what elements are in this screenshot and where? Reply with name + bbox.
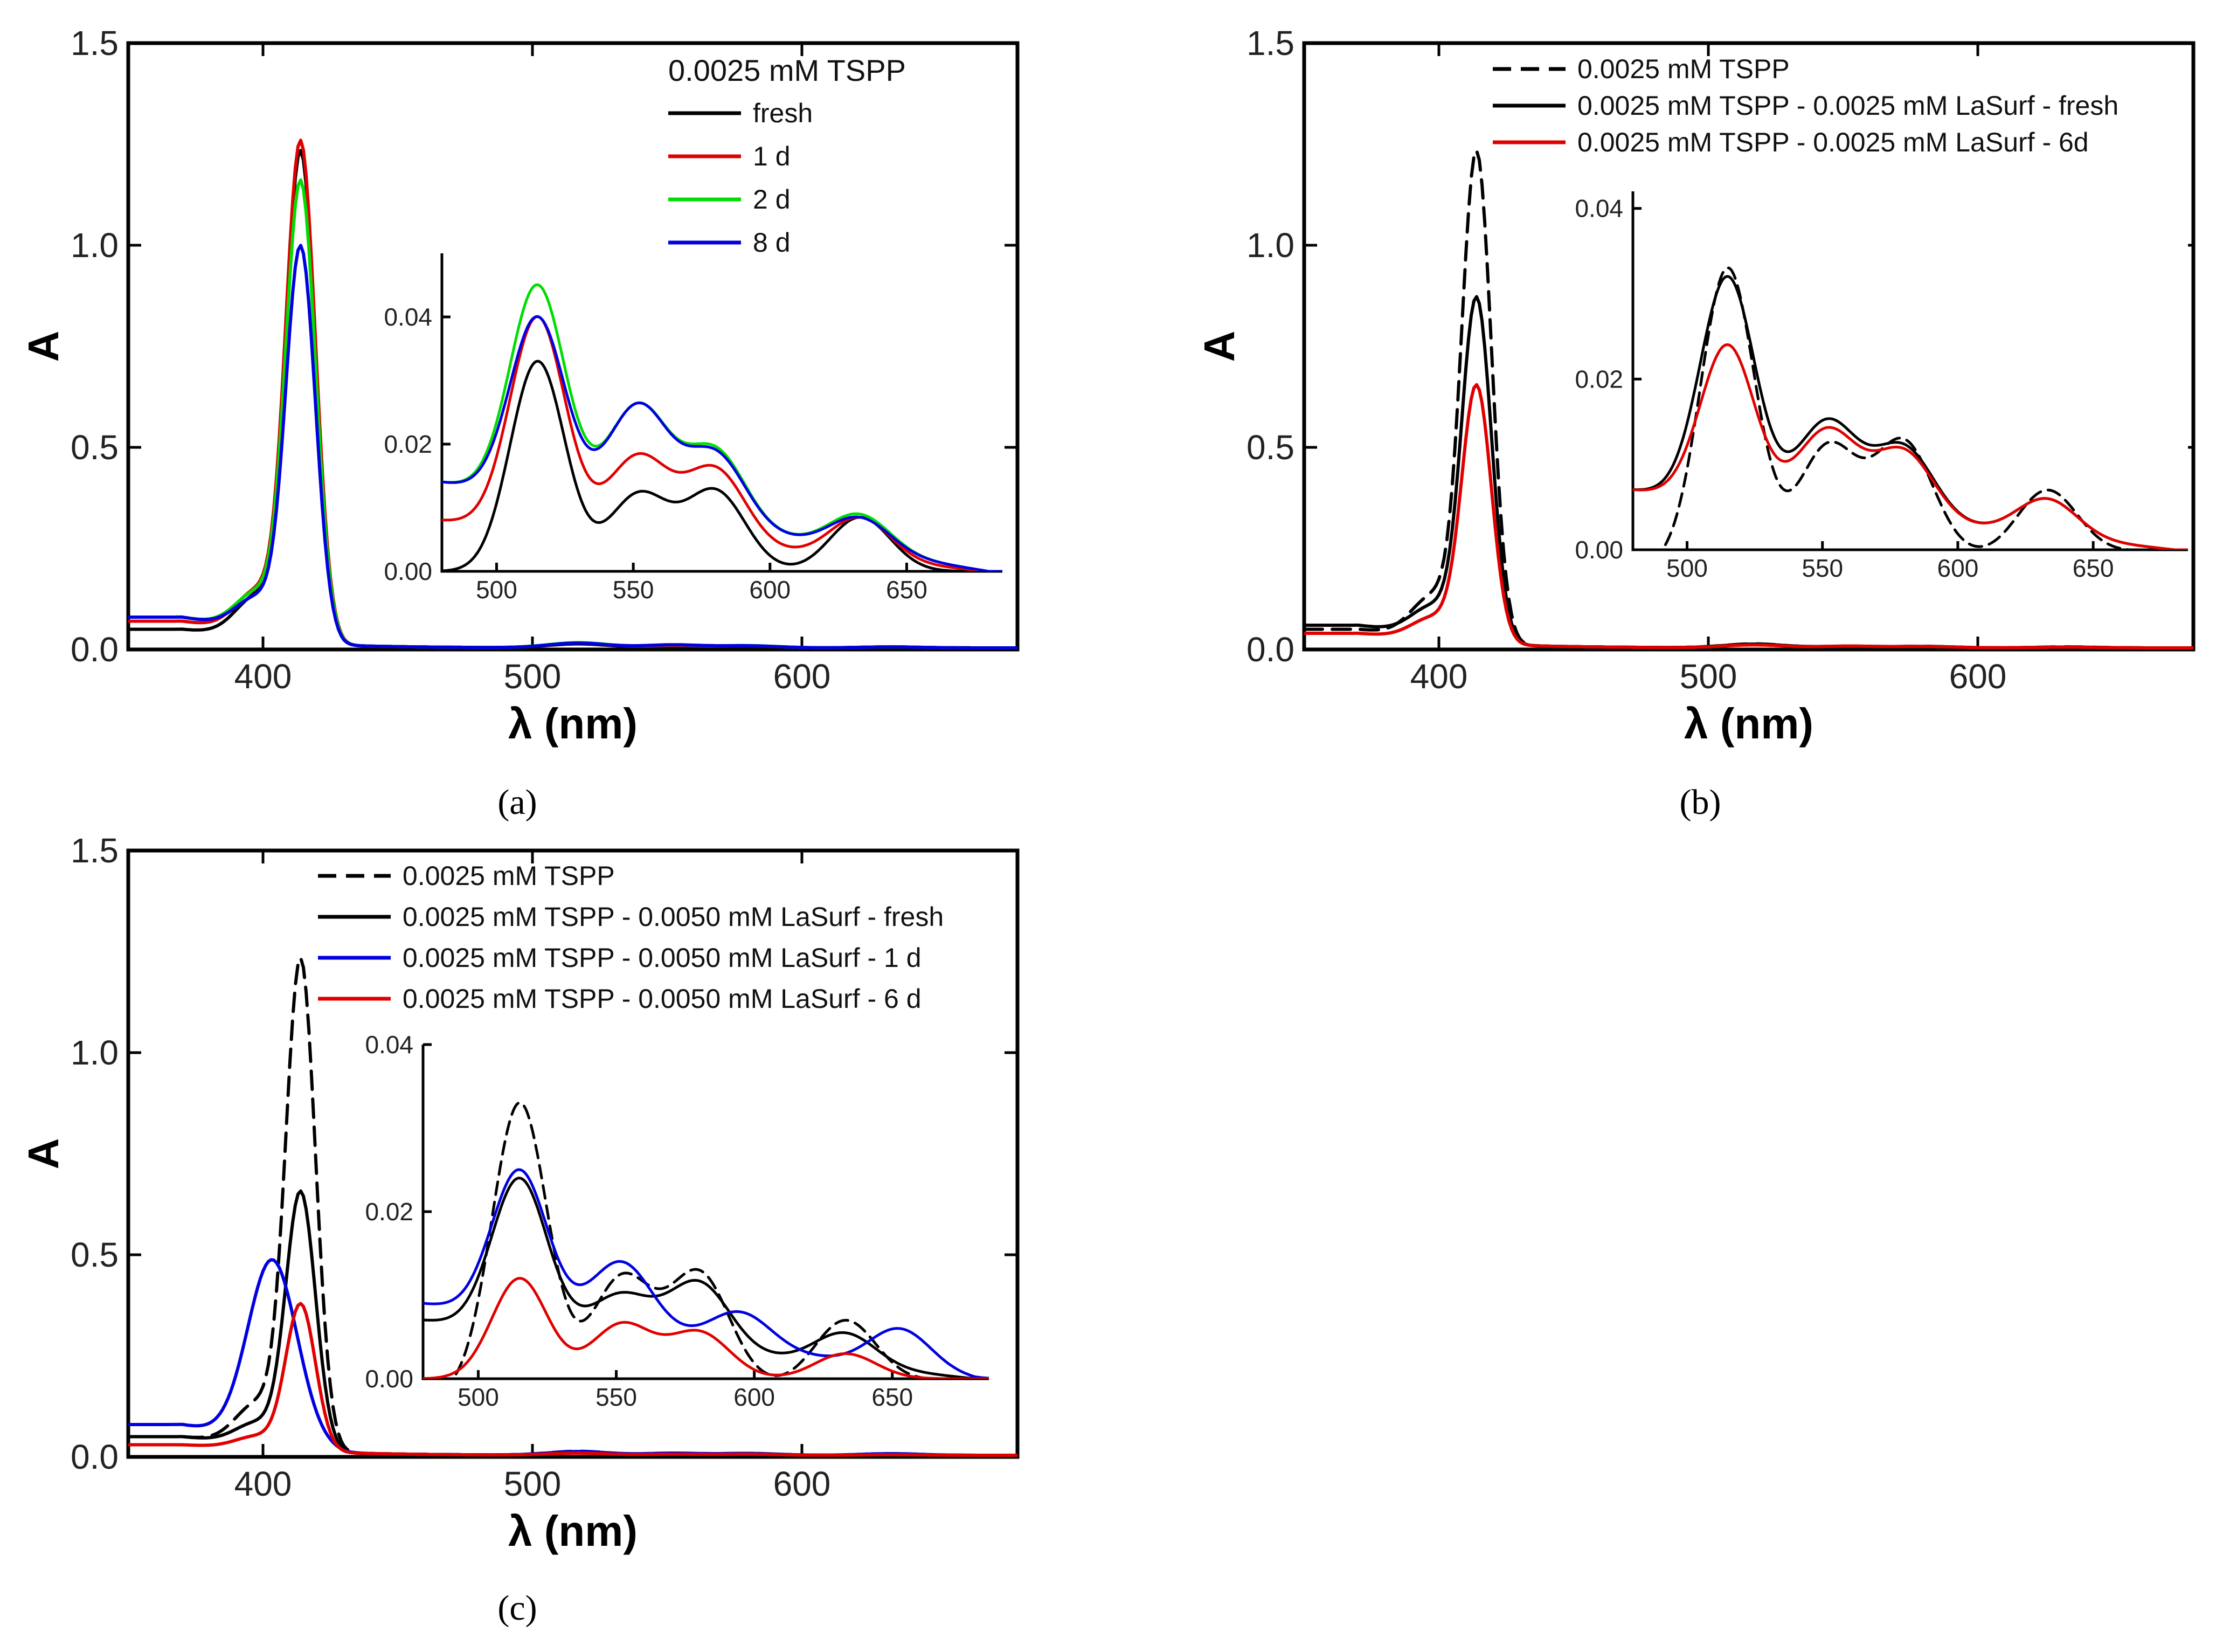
panel-1-main-xtick-label: 600	[1949, 657, 2007, 696]
panel-0-legend-label-3: 8 d	[753, 227, 791, 258]
panel-2-series-3	[128, 1302, 1017, 1457]
panel-2-inset-ytick-label: 0.02	[365, 1198, 413, 1226]
panel-0-inset-series-3	[442, 315, 1002, 571]
panel-0-main-ytick-label: 1.0	[71, 226, 119, 265]
panel-1-main-ytick-label: 1.0	[1246, 226, 1294, 265]
panel-0-legend-label-2: 2 d	[753, 184, 791, 215]
panel-1-inset-xtick-label: 650	[2073, 554, 2114, 582]
panel-0-main-ytick-label: 0.5	[71, 428, 119, 467]
panel-0-main-xtick-label: 600	[773, 657, 831, 696]
panel-0-panel-label: (a)	[497, 783, 537, 822]
panel-2-main-frame	[126, 848, 1020, 1459]
panel-2-inset-series-0	[451, 1101, 989, 1379]
panel-2-main-ytick-label: 0.0	[71, 1437, 119, 1476]
panel-2-inset-xtick-label: 650	[871, 1383, 913, 1411]
panel-0-inset-series-0	[442, 360, 1002, 571]
panel-1-xlabel: λ (nm)	[1684, 700, 1813, 748]
panel-0-xlabel: λ (nm)	[508, 700, 638, 748]
panel-0-inset-xtick-label: 650	[886, 576, 927, 604]
panel-1-legend-label-2: 0.0025 mM TSPP - 0.0025 mM LaSurf - 6d	[1577, 127, 2089, 157]
panel-1-legend-label-0: 0.0025 mM TSPP	[1577, 54, 1790, 84]
panel-0-inset-xtick-label: 500	[476, 576, 517, 604]
panel-1-inset-xtick-label: 550	[1802, 554, 1843, 582]
panel-2-inset-ytick-label: 0.04	[365, 1031, 413, 1059]
panel-2-main-ytick-label: 1.5	[71, 831, 119, 870]
panel-2-main-ytick-label: 0.5	[71, 1235, 119, 1274]
panel-0-main-frame	[126, 41, 1020, 652]
panel-1-main-ytick-label: 1.5	[1246, 24, 1294, 63]
panel-2-xlabel: λ (nm)	[508, 1507, 638, 1555]
panel-1-inset-xtick-label: 600	[1937, 554, 1979, 582]
panel-2-legend-label-2: 0.0025 mM TSPP - 0.0050 mM LaSurf - 1 d	[403, 943, 922, 973]
panel-2-inset-series-3	[423, 1277, 989, 1379]
panel-0-series-3	[128, 244, 1017, 649]
panel-1-ylabel: A	[1195, 331, 1243, 362]
panel-0-inset-ytick-label: 0.00	[384, 557, 432, 585]
panel-0-inset-xtick-label: 550	[613, 576, 654, 604]
panel-2-inset-xtick-label: 550	[595, 1383, 637, 1411]
panel-1-panel-label: (b)	[1680, 783, 1721, 822]
panel-0-legend-label-0: fresh	[753, 98, 813, 128]
panel-1-main-ytick-label: 0.0	[1246, 630, 1294, 669]
panel-1-inset-ytick-label: 0.02	[1575, 365, 1623, 393]
panel-1-main-xtick-label: 500	[1680, 657, 1737, 696]
panel-1-inset-ytick-label: 0.00	[1575, 536, 1623, 564]
panel-1-main-ytick-label: 0.5	[1246, 428, 1294, 467]
panel-0-inset-bg	[442, 253, 1002, 571]
panel-c: 400 500 600 0.0 0.5 1.0 1.5 λ (nm) A 500 550 600 650…	[19, 831, 1020, 1628]
panel-2-inset-xtick-label: 600	[733, 1383, 775, 1411]
panel-2-legend-label-3: 0.0025 mM TSPP - 0.0050 mM LaSurf - 6 d	[403, 984, 922, 1014]
panel-0-legend-header: 0.0025 mM TSPP	[668, 53, 906, 87]
panel-2-main-xtick-label: 600	[773, 1464, 831, 1503]
panel-2-legend-label-1: 0.0025 mM TSPP - 0.0050 mM LaSurf - fres…	[403, 902, 944, 932]
panel-0-main-ytick-label: 0.0	[71, 630, 119, 669]
panel-2-inset-series-1	[423, 1177, 989, 1379]
panel-2-inset-xtick-label: 500	[458, 1383, 499, 1411]
panel-1-main-xtick-label: 400	[1410, 657, 1468, 696]
panel-2-legend-label-0: 0.0025 mM TSPP	[403, 861, 615, 891]
panel-1-inset-series-0	[1660, 266, 2188, 550]
panel-0-legend-label-1: 1 d	[753, 141, 791, 171]
panel-2-panel-label: (c)	[497, 1588, 537, 1628]
panel-0-inset-ytick-label: 0.02	[384, 430, 432, 458]
panel-1-inset-ytick-label: 0.04	[1575, 195, 1623, 223]
panel-2-ylabel: A	[19, 1138, 67, 1170]
panel-0-main-xtick-label: 400	[234, 657, 292, 696]
panel-1-main-frame	[1302, 41, 2196, 652]
panel-0-inset-xtick-label: 600	[749, 576, 791, 604]
panel-1-inset-series-2	[1633, 343, 2188, 550]
panel-1-series-2	[1304, 383, 2193, 649]
panel-0-inset-ytick-label: 0.04	[384, 303, 432, 331]
panel-2-main-xtick-label: 400	[234, 1464, 292, 1503]
panel-2-inset-ytick-label: 0.00	[365, 1365, 413, 1393]
panel-2-main-xtick-label: 500	[504, 1464, 562, 1503]
panel-1-inset-xtick-label: 500	[1666, 554, 1708, 582]
panel-a: 400 500 600 0.0 0.5 1.0 1.5 λ (nm) A 500 550 600 650…	[19, 24, 1020, 822]
panel-1-legend-label-1: 0.0025 mM TSPP - 0.0025 mM LaSurf - fres…	[1577, 91, 2118, 121]
panel-0-main-ytick-label: 1.5	[71, 24, 119, 63]
panel-2-inset-series-2	[423, 1168, 989, 1379]
panel-0-ylabel: A	[19, 331, 67, 362]
panel-0-main-xtick-label: 500	[504, 657, 562, 696]
panel-2-main-ytick-label: 1.0	[71, 1033, 119, 1072]
panel-1-inset-bg	[1633, 191, 2188, 550]
panel-b: 400 500 600 0.0 0.5 1.0 1.5 λ (nm) A 500 550 600 650…	[1195, 24, 2196, 822]
